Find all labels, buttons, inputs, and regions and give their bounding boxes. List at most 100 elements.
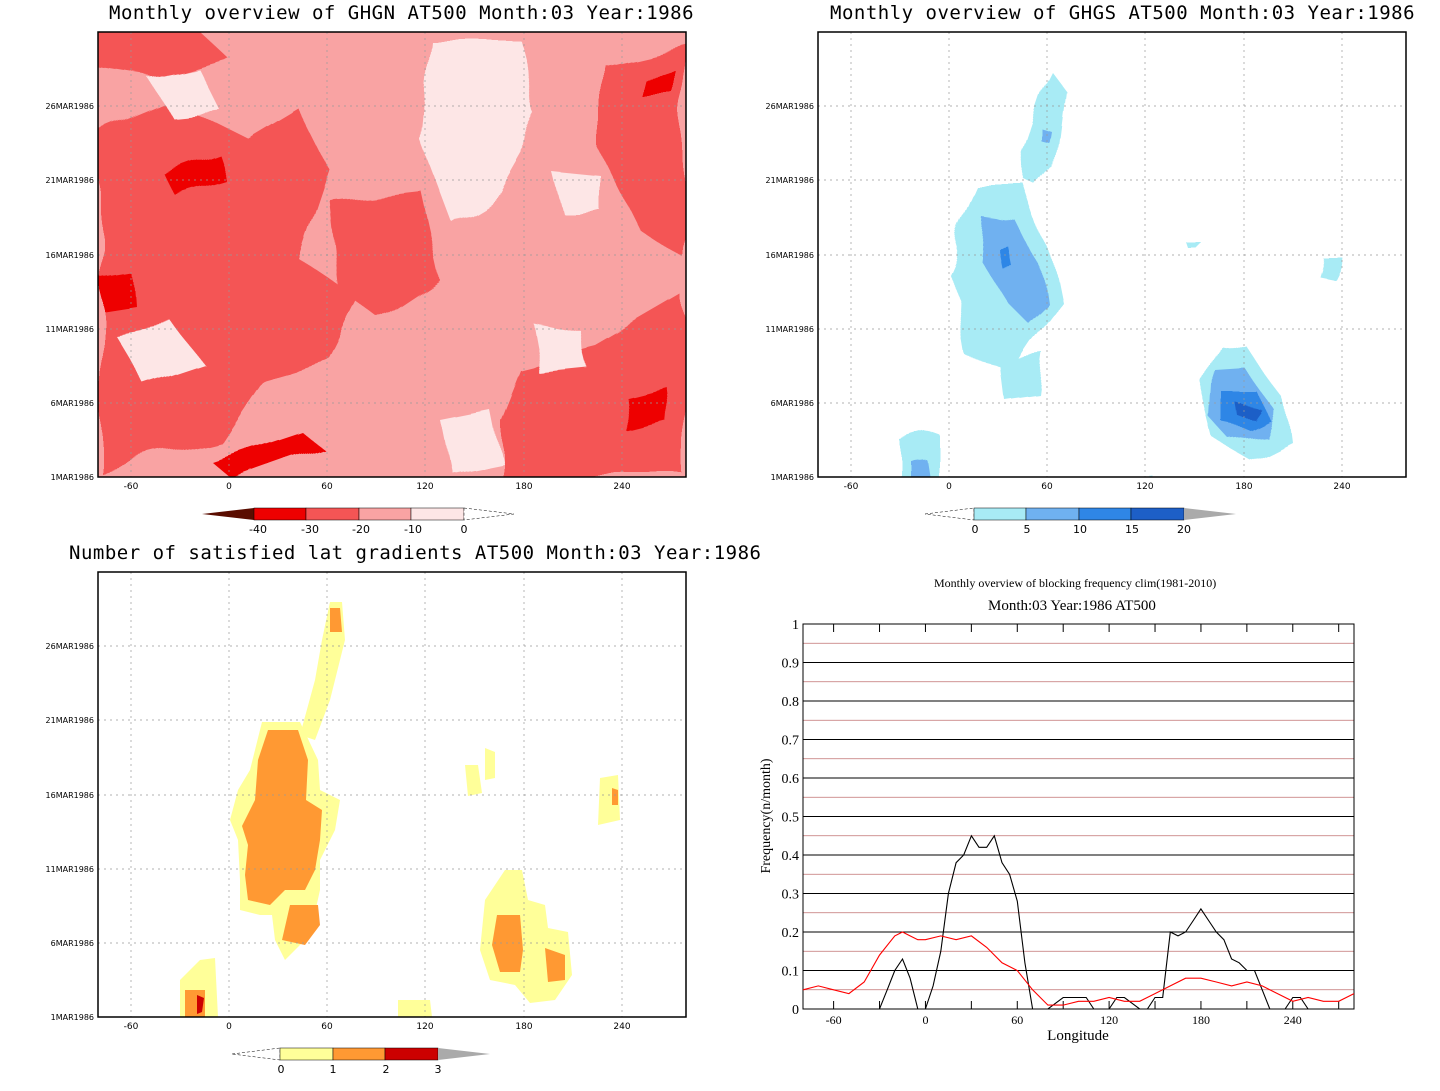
- ghgs-panel: -60 0 60 120 180 240 26MAR1986 21MAR1986…: [766, 31, 1407, 536]
- ghgn-x-tick: 60: [321, 482, 333, 492]
- y-tick-label: 0.9: [782, 657, 800, 672]
- ghgs-title: Monthly overview of GHGS AT500 Month:03 …: [830, 2, 1416, 24]
- ghgn-colorbar-label: -10: [404, 523, 422, 536]
- ghgn-title: Monthly overview of GHGN AT500 Month:03 …: [109, 2, 695, 24]
- ghgs-colorbar-label: 15: [1125, 523, 1139, 536]
- gradients-y-tick: 11MAR1986: [46, 865, 94, 874]
- gradients-colorbar-label: 1: [330, 1063, 337, 1076]
- blocking-chart-frame: [802, 623, 1355, 1010]
- gradients-x-tick: 60: [321, 1022, 333, 1032]
- blocking-chart-grid: [803, 642, 1354, 991]
- ghgn-y-tick: 6MAR1986: [51, 399, 94, 408]
- series-line-red: [802, 931, 1355, 1006]
- ghgn-colorbar-label: -40: [249, 523, 267, 536]
- blocking-frequency-chart: 0 0.1 0.2 0.3 0.4 0.5 0.6 0.7 0.8 0.9 1 -60 0 60 120 1…: [759, 618, 1355, 1044]
- gradients-plot-frame: [97, 571, 687, 1018]
- blocking-chart-ylabel: Frequency(n/month): [759, 758, 774, 873]
- ghgn-colorbar-label: -30: [301, 523, 319, 536]
- gradients-field: [98, 572, 686, 1017]
- ghgs-grid: [818, 32, 1406, 477]
- x-tick-label: 120: [1100, 1013, 1118, 1027]
- ghgn-x-tick: 180: [515, 482, 532, 492]
- gradients-colorbar-label: 2: [383, 1063, 390, 1076]
- gradients-grid: [98, 572, 686, 1017]
- ghgs-colorbar-label: 0: [972, 523, 979, 536]
- gradients-y-ticks: 26MAR1986 21MAR1986 16MAR1986 11MAR1986 …: [46, 642, 94, 1022]
- ghgn-x-tick: 0: [226, 482, 232, 492]
- x-tick-label: 240: [1284, 1013, 1302, 1027]
- ghgn-y-tick: 11MAR1986: [46, 325, 94, 334]
- ghgn-x-tick: 240: [613, 482, 630, 492]
- ghgn-panel: -60 0 60 120 180 240 26MAR1986 21MAR1986…: [46, 31, 687, 536]
- ghgs-colorbar-labels: 0 5 10 15 20: [972, 523, 1192, 536]
- blocking-chart-subtitle: Month:03 Year:1986 AT500: [988, 598, 1156, 614]
- blocking-chart-x-ticks: -60 0 60 120 180 240: [826, 624, 1340, 1027]
- y-tick-label: 0.4: [782, 849, 800, 864]
- ghgs-field: [818, 32, 1406, 477]
- gradients-x-ticks: -60 0 60 120 180 240: [124, 1022, 631, 1032]
- ghgn-grid: [98, 32, 686, 477]
- ghgs-x-tick: 240: [1333, 482, 1350, 492]
- y-tick-label: 0.1: [782, 965, 800, 980]
- x-tick-label: 0: [922, 1013, 928, 1027]
- ghgs-x-ticks: -60 0 60 120 180 240: [844, 482, 1351, 492]
- ghgn-colorbar-labels: -40 -30 -20 -10 0: [249, 523, 467, 536]
- y-tick-label: 0.7: [782, 734, 800, 749]
- ghgs-plot-frame: [817, 31, 1407, 478]
- gradients-colorbar: [231, 1047, 490, 1061]
- gradients-colorbar-label: 0: [278, 1063, 285, 1076]
- ghgn-plot-frame: [97, 31, 687, 478]
- y-tick-label: 0: [792, 1003, 799, 1018]
- ghgs-y-tick: 6MAR1986: [771, 399, 814, 408]
- gradients-y-tick: 1MAR1986: [51, 1013, 94, 1022]
- y-tick-label: 0.6: [782, 772, 800, 787]
- gradients-colorbar-labels: 0 1 2 3: [278, 1063, 442, 1076]
- gradients-x-tick: 0: [226, 1022, 232, 1032]
- series-line-black: [803, 834, 1354, 1010]
- ghgn-x-tick: 120: [416, 482, 433, 492]
- ghgs-x-tick: -60: [844, 482, 859, 492]
- y-tick-label: 1: [792, 618, 799, 633]
- ghgs-x-tick: 180: [1235, 482, 1252, 492]
- gradients-title: Number of satisfied lat gradients AT500 …: [69, 542, 762, 564]
- ghgs-x-tick: 120: [1136, 482, 1153, 492]
- ghgs-colorbar-label: 10: [1073, 523, 1087, 536]
- blocking-chart-title: Monthly overview of blocking frequency c…: [934, 576, 1217, 590]
- gradients-y-tick: 26MAR1986: [46, 642, 94, 651]
- y-tick-label: 0.8: [782, 695, 800, 710]
- gradients-x-tick: 180: [515, 1022, 532, 1032]
- y-tick-label: 0.3: [782, 888, 800, 903]
- ghgs-colorbar-label: 5: [1024, 523, 1031, 536]
- x-tick-label: -60: [826, 1013, 842, 1027]
- blocking-chart-series: [802, 834, 1355, 1010]
- ghgn-y-ticks: 26MAR1986 21MAR1986 16MAR1986 11MAR1986 …: [46, 102, 94, 482]
- x-tick-label: 180: [1192, 1013, 1210, 1027]
- gradients-y-tick: 6MAR1986: [51, 939, 94, 948]
- ghgn-y-tick: 16MAR1986: [46, 251, 94, 260]
- ghgs-colorbar-label: 20: [1177, 523, 1191, 536]
- ghgs-y-tick: 21MAR1986: [766, 176, 814, 185]
- ghgn-x-tick: -60: [124, 482, 139, 492]
- gradients-colorbar-label: 3: [435, 1063, 442, 1076]
- gradients-panel: -60 0 60 120 180 240 26MAR1986 21MAR1986…: [46, 571, 687, 1076]
- ghgs-y-tick: 1MAR1986: [771, 473, 814, 482]
- ghgs-y-tick: 11MAR1986: [766, 325, 814, 334]
- ghgn-x-ticks: -60 0 60 120 180 240: [124, 482, 631, 492]
- ghgn-colorbar-label: -20: [352, 523, 370, 536]
- ghgn-colorbar: [202, 507, 515, 521]
- ghgn-colorbar-label: 0: [461, 523, 468, 536]
- ghgs-y-tick: 16MAR1986: [766, 251, 814, 260]
- gradients-y-tick: 16MAR1986: [46, 791, 94, 800]
- gradients-x-tick: -60: [124, 1022, 139, 1032]
- ghgn-y-tick: 21MAR1986: [46, 176, 94, 185]
- ghgn-y-tick: 1MAR1986: [51, 473, 94, 482]
- ghgs-y-tick: 26MAR1986: [766, 102, 814, 111]
- ghgs-x-tick: 0: [946, 482, 952, 492]
- blocking-chart-xlabel: Longitude: [1047, 1028, 1109, 1044]
- ghgs-x-tick: 60: [1041, 482, 1053, 492]
- gradients-x-tick: 120: [416, 1022, 433, 1032]
- y-tick-label: 0.2: [782, 926, 800, 941]
- ghgn-y-tick: 26MAR1986: [46, 102, 94, 111]
- gradients-x-tick: 240: [613, 1022, 630, 1032]
- gradients-y-tick: 21MAR1986: [46, 716, 94, 725]
